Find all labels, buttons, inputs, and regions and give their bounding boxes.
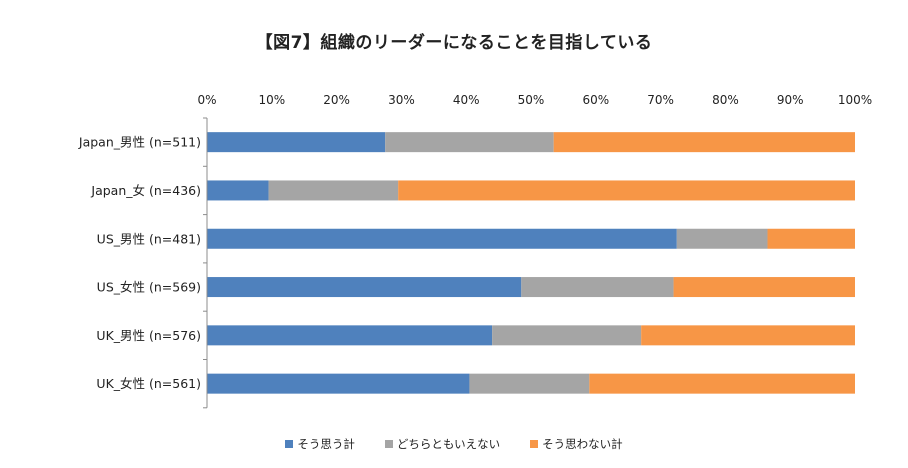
bar-segment xyxy=(398,180,855,201)
y-axis-tick-marks xyxy=(203,117,207,409)
x-tick-label: 90% xyxy=(777,93,804,107)
bar-segment xyxy=(492,325,642,346)
legend-item: そう思う計 xyxy=(285,436,355,452)
x-axis-ticks: 0% 10% 20% 30% 40% 50% 60% 70% 80% 90% 100% xyxy=(197,93,872,107)
legend-label: そう思う計 xyxy=(297,437,355,451)
bar-segment xyxy=(676,228,768,249)
legend-item: そう思わない計 xyxy=(530,436,623,452)
x-tick-label: 30% xyxy=(388,93,415,107)
bar-segment xyxy=(207,132,386,153)
category-label: US_女性 (n=569) xyxy=(97,280,201,295)
chart-title: 【図7】組織のリーダーになることを目指している xyxy=(255,33,653,53)
category-labels: Japan_男性 (n=511) Japan_女 (n=436) US_男性 (n=… xyxy=(78,135,201,392)
bar-segment xyxy=(469,373,590,394)
category-label: Japan_男性 (n=511) xyxy=(78,135,201,150)
bar-segment xyxy=(207,277,522,298)
x-tick-label: 10% xyxy=(258,93,285,107)
bar-segment xyxy=(207,373,470,394)
bar-segment xyxy=(207,180,269,201)
legend-swatch xyxy=(530,440,539,448)
x-tick-label: 40% xyxy=(453,93,480,107)
bar-segment xyxy=(207,325,493,346)
x-tick-label: 20% xyxy=(323,93,350,107)
category-label: Japan_女 (n=436) xyxy=(90,183,201,198)
bar-segment xyxy=(385,132,554,153)
bar-segment xyxy=(641,325,855,346)
legend-swatch xyxy=(384,440,393,448)
bar-segment xyxy=(589,373,855,394)
bar-segment xyxy=(673,277,855,298)
bar-segment xyxy=(268,180,399,201)
legend-swatch xyxy=(285,440,294,448)
category-label: US_男性 (n=481) xyxy=(97,231,201,246)
legend: そう思う計 どちらともいえない そう思わない計 xyxy=(0,436,908,452)
bar-segment xyxy=(521,277,674,298)
x-tick-label: 70% xyxy=(647,93,674,107)
bar-groups xyxy=(207,132,855,394)
legend-label: どちらともいえない xyxy=(396,437,501,451)
x-tick-label: 50% xyxy=(518,93,545,107)
x-tick-label: 60% xyxy=(582,93,609,107)
x-tick-label: 0% xyxy=(197,93,216,107)
legend-item: どちらともいえない xyxy=(384,436,501,452)
bar-segment xyxy=(767,228,855,249)
bar-segment xyxy=(553,132,855,153)
category-label: UK_女性 (n=561) xyxy=(96,376,201,391)
legend-label: そう思わない計 xyxy=(542,437,623,451)
x-tick-label: 100% xyxy=(838,93,872,107)
category-label: UK_男性 (n=576) xyxy=(96,328,201,343)
x-tick-label: 80% xyxy=(712,93,739,107)
bar-segment xyxy=(207,228,677,249)
